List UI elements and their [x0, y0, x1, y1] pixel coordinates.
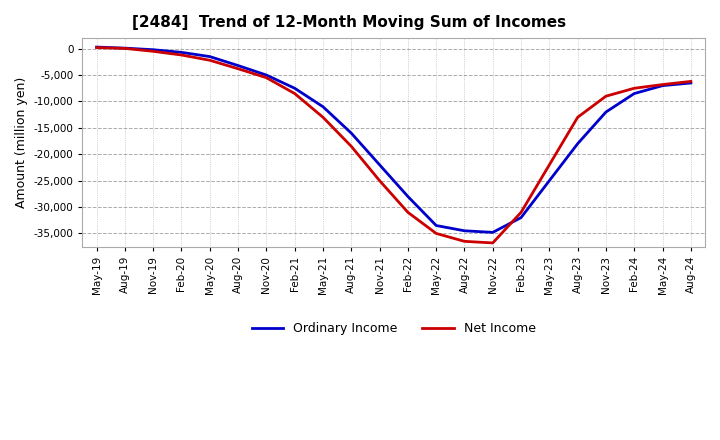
Net Income	[687, 79, 696, 84]
Ordinary Income	[403, 194, 412, 199]
Ordinary Income	[630, 91, 639, 96]
Ordinary Income	[573, 141, 582, 147]
Ordinary Income	[488, 230, 497, 235]
Net Income	[177, 52, 186, 58]
Legend: Ordinary Income, Net Income: Ordinary Income, Net Income	[247, 318, 541, 341]
Ordinary Income	[432, 223, 441, 228]
Ordinary Income	[545, 178, 554, 183]
Net Income	[630, 86, 639, 91]
Net Income	[92, 45, 101, 50]
Net Income	[460, 239, 469, 244]
Net Income	[488, 240, 497, 246]
Net Income	[120, 46, 129, 51]
Ordinary Income	[375, 162, 384, 168]
Ordinary Income	[92, 44, 101, 50]
Ordinary Income	[177, 50, 186, 55]
Net Income	[290, 91, 299, 96]
Ordinary Income	[517, 215, 526, 220]
Y-axis label: Amount (million yen): Amount (million yen)	[15, 77, 28, 208]
Line: Ordinary Income: Ordinary Income	[96, 47, 691, 232]
Net Income	[403, 210, 412, 215]
Net Income	[517, 210, 526, 215]
Net Income	[149, 49, 158, 54]
Net Income	[658, 82, 667, 87]
Ordinary Income	[120, 45, 129, 51]
Ordinary Income	[347, 131, 356, 136]
Net Income	[545, 162, 554, 168]
Net Income	[319, 115, 328, 120]
Ordinary Income	[205, 54, 214, 59]
Ordinary Income	[460, 228, 469, 234]
Net Income	[375, 178, 384, 183]
Ordinary Income	[602, 110, 611, 115]
Net Income	[205, 58, 214, 63]
Net Income	[347, 144, 356, 149]
Net Income	[262, 75, 271, 81]
Net Income	[234, 66, 243, 71]
Ordinary Income	[687, 81, 696, 86]
Net Income	[602, 94, 611, 99]
Ordinary Income	[262, 73, 271, 78]
Line: Net Income: Net Income	[96, 48, 691, 243]
Ordinary Income	[658, 83, 667, 88]
Text: [2484]  Trend of 12-Month Moving Sum of Incomes: [2484] Trend of 12-Month Moving Sum of I…	[132, 15, 567, 30]
Ordinary Income	[290, 86, 299, 91]
Ordinary Income	[234, 63, 243, 68]
Net Income	[573, 115, 582, 120]
Ordinary Income	[319, 104, 328, 110]
Ordinary Income	[149, 47, 158, 52]
Net Income	[432, 231, 441, 236]
